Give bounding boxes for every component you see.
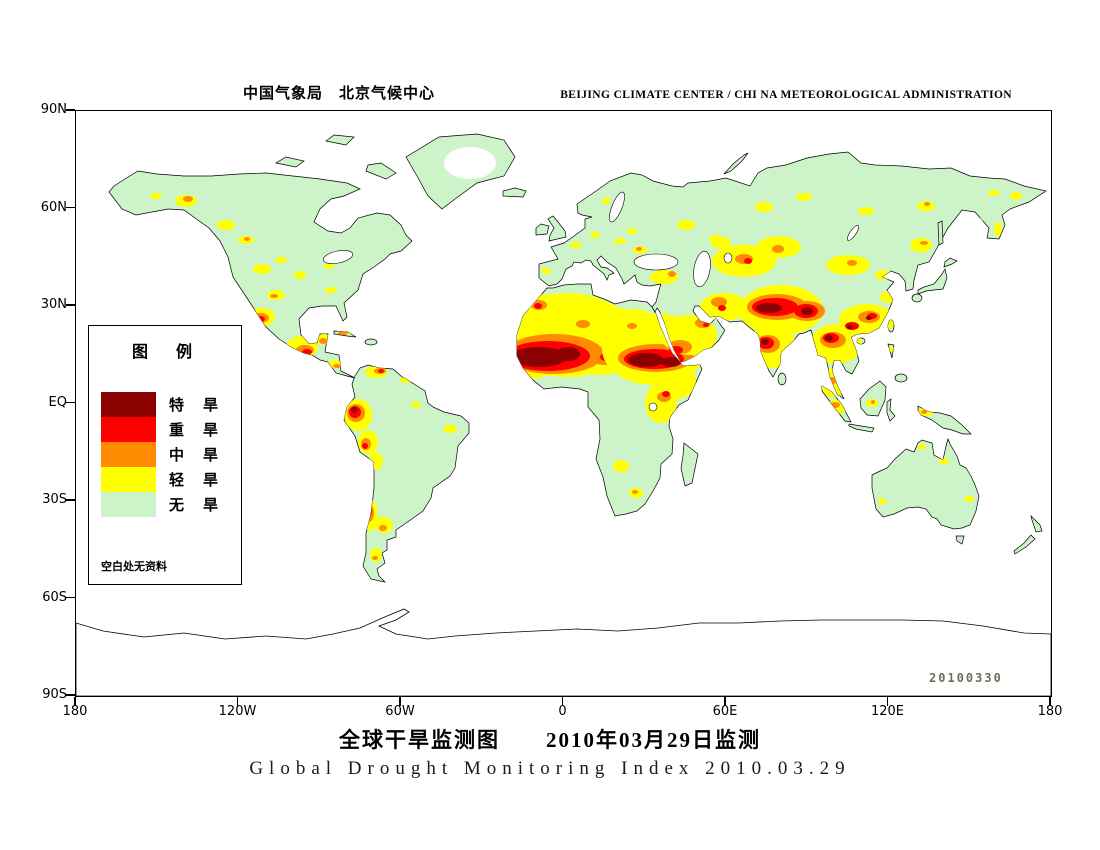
legend-title: 图 例 bbox=[131, 344, 198, 361]
axis-tick-y bbox=[66, 304, 75, 306]
drought-layer bbox=[150, 190, 1022, 562]
axis-tick-x bbox=[724, 697, 726, 706]
new-zealand-north bbox=[1030, 515, 1043, 533]
new-zealand-south bbox=[1013, 534, 1036, 555]
baltic-sea bbox=[609, 191, 625, 223]
lat-axis-label: 90S bbox=[42, 687, 67, 702]
axis-tick-y bbox=[66, 401, 75, 404]
legend-label: 重 旱 bbox=[169, 423, 221, 439]
drought-region-north-america bbox=[150, 193, 337, 300]
great-lakes bbox=[322, 250, 354, 264]
borneo bbox=[859, 380, 887, 417]
caspian-sea bbox=[693, 250, 711, 288]
lat-axis-label: 90N bbox=[40, 102, 67, 117]
lon-axis-label: 60W bbox=[385, 704, 415, 719]
sulawesi bbox=[886, 398, 896, 422]
axis-tick-x bbox=[399, 697, 401, 706]
legend-item-none: 无 旱 bbox=[101, 492, 220, 517]
new-guinea bbox=[917, 405, 972, 435]
drought-region-australia bbox=[878, 444, 974, 504]
continent-australia bbox=[871, 438, 980, 530]
lat-axis-label: 30N bbox=[40, 297, 67, 312]
madagascar bbox=[680, 442, 699, 487]
axis-tick-y bbox=[66, 694, 75, 696]
drought-region-middle-east bbox=[650, 270, 748, 321]
drought-region-arabia bbox=[661, 315, 717, 355]
axis-tick-x bbox=[236, 697, 239, 706]
map-legend: 图 例 特 旱重 旱中 旱轻 旱无 旱 空白处无资料 bbox=[88, 325, 242, 585]
sakhalin bbox=[937, 220, 944, 246]
kyushu bbox=[911, 293, 923, 303]
lat-axis-label: EQ bbox=[48, 394, 67, 410]
axis-tick-x bbox=[1049, 697, 1051, 706]
legend-label: 特 旱 bbox=[169, 398, 221, 414]
legend-item-moderate: 中 旱 bbox=[101, 442, 220, 467]
novaya-zemlya bbox=[723, 152, 749, 175]
lake-baikal bbox=[846, 225, 860, 241]
drought-region-southeast-asia bbox=[810, 324, 934, 416]
axis-tick-y bbox=[66, 206, 75, 209]
continent-south-america bbox=[343, 364, 470, 583]
drought-region-south-asia bbox=[739, 285, 825, 368]
legend-swatch-severe bbox=[101, 417, 156, 442]
water-bodies bbox=[322, 147, 860, 412]
baffin-island bbox=[365, 162, 397, 180]
java bbox=[848, 423, 875, 433]
legend-label: 中 旱 bbox=[169, 448, 221, 464]
legend-swatch-light bbox=[101, 467, 156, 492]
black-sea bbox=[633, 253, 679, 271]
japan-hokkaido bbox=[943, 257, 958, 268]
legend-item-light: 轻 旱 bbox=[101, 467, 220, 492]
drought-region-south-america bbox=[344, 366, 457, 562]
drought-region-europe bbox=[541, 198, 647, 274]
lon-axis-label: 120E bbox=[870, 704, 905, 719]
lon-axis-label: 0 bbox=[558, 704, 567, 719]
lat-axis-label: 30S bbox=[42, 492, 67, 507]
legend-swatch-moderate bbox=[101, 442, 156, 467]
footer-title-chinese: 全球干旱监测图 2010年03月29日监测 bbox=[339, 728, 761, 752]
legend-rows: 特 旱重 旱中 旱轻 旱无 旱 bbox=[101, 392, 220, 517]
legend-label: 轻 旱 bbox=[169, 473, 221, 489]
legend-label: 无 旱 bbox=[169, 498, 221, 514]
header-title-chinese: 中国气象局 北京气候中心 bbox=[243, 86, 436, 102]
hispaniola bbox=[364, 338, 378, 346]
antarctica bbox=[76, 608, 1051, 696]
lon-axis-label: 180 bbox=[62, 704, 88, 719]
legend-item-severe: 重 旱 bbox=[101, 417, 220, 442]
axis-tick-x bbox=[561, 697, 564, 706]
victoria-island bbox=[275, 156, 305, 168]
iceland bbox=[502, 187, 527, 198]
axis-tick-x bbox=[886, 697, 889, 706]
axis-tick-x bbox=[74, 697, 76, 706]
aral-sea bbox=[723, 252, 733, 264]
axis-tick-y bbox=[66, 596, 75, 599]
lake-victoria bbox=[648, 402, 658, 412]
sri-lanka bbox=[777, 372, 787, 386]
ellesmere-island bbox=[325, 134, 355, 146]
lon-axis-label: 120W bbox=[218, 704, 257, 719]
axis-tick-y bbox=[66, 109, 75, 111]
lat-axis-label: 60N bbox=[40, 199, 67, 215]
footer-title-english: Global Drought Monitoring Index 2010.03.… bbox=[249, 758, 851, 779]
legend-swatch-extreme bbox=[101, 392, 156, 417]
ireland bbox=[535, 223, 550, 236]
lon-axis-label: 180 bbox=[1037, 704, 1063, 719]
axis-tick-y bbox=[66, 499, 75, 501]
legend-note: 空白处无资料 bbox=[101, 561, 167, 573]
tasmania bbox=[955, 535, 965, 545]
legend-swatch-none bbox=[101, 492, 156, 517]
world-map bbox=[76, 133, 1051, 696]
greenland-no-data-area bbox=[444, 147, 496, 179]
legend-item-extreme: 特 旱 bbox=[101, 392, 220, 417]
header-title-english: BEIJING CLIMATE CENTER / CHI NA METEOROL… bbox=[560, 89, 1012, 101]
lat-axis-label: 60S bbox=[42, 589, 67, 605]
japan-honshu bbox=[917, 268, 948, 295]
map-date-stamp: 20100330 bbox=[929, 671, 1003, 685]
great-britain bbox=[547, 215, 567, 242]
lon-axis-label: 60E bbox=[712, 704, 738, 719]
mindanao bbox=[894, 373, 908, 383]
